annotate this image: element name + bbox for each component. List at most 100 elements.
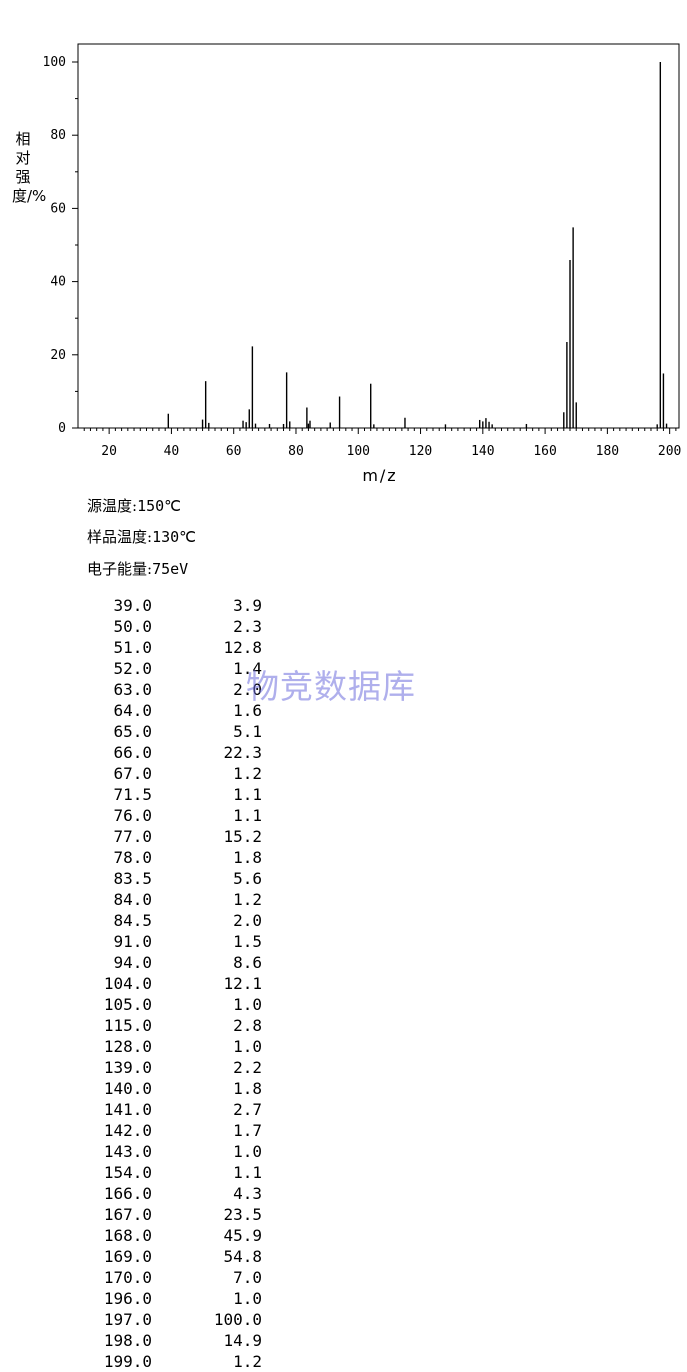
peak-row: 169.0 54.8	[88, 1246, 268, 1267]
peak-mz: 139.0	[103, 1058, 152, 1077]
electron-energy: 电子能量:75eV	[87, 558, 188, 579]
peak-row: 84.0 1.2	[88, 889, 268, 910]
peak-row: 115.0 2.8	[88, 1015, 268, 1036]
peak-abundance: 12.8	[223, 638, 262, 657]
x-tick-label: 140	[471, 444, 494, 459]
peak-row: 167.0 23.5	[88, 1204, 268, 1225]
peak-abundance: 1.5	[233, 932, 262, 951]
peak-row: 104.0 12.1	[88, 973, 268, 994]
peak-mz: 39.0	[113, 596, 152, 615]
peak-row: 63.0 2.0	[88, 679, 268, 700]
peak-mz: 105.0	[103, 995, 152, 1014]
peak-abundance: 12.1	[223, 974, 262, 993]
peak-mz: 66.0	[113, 743, 152, 762]
peak-row: 78.0 1.8	[88, 847, 268, 868]
peak-abundance: 100.0	[213, 1310, 262, 1329]
peak-row: 141.0 2.7	[88, 1099, 268, 1120]
x-tick-label: 60	[226, 444, 242, 459]
peak-mz: 76.0	[113, 806, 152, 825]
peak-row: 166.0 4.3	[88, 1183, 268, 1204]
peak-mz: 104.0	[103, 974, 152, 993]
peak-row: 128.0 1.0	[88, 1036, 268, 1057]
electron-energy-label: 电子能量:	[87, 560, 153, 578]
peak-abundance: 15.2	[223, 827, 262, 846]
peak-mz: 84.5	[113, 911, 152, 930]
peak-row: 139.0 2.2	[88, 1057, 268, 1078]
peak-abundance: 2.7	[233, 1100, 262, 1119]
peak-table: 39.0 3.9 50.0 2.3 51.0 12.8 52.0 1.4 63.0 2.0 64.0…	[88, 595, 268, 1372]
x-tick-label: 100	[347, 444, 370, 459]
peak-mz: 91.0	[113, 932, 152, 951]
peak-mz: 142.0	[103, 1121, 152, 1140]
peak-row: 65.0 5.1	[88, 721, 268, 742]
peak-mz: 166.0	[103, 1184, 152, 1203]
peak-mz: 50.0	[113, 617, 152, 636]
source-temperature-value: 150℃	[137, 497, 182, 515]
peak-abundance: 14.9	[223, 1331, 262, 1350]
x-tick-label: 200	[658, 444, 681, 459]
y-axis-label: 相对强度/%	[12, 130, 47, 205]
peak-row: 142.0 1.7	[88, 1120, 268, 1141]
peak-row: 64.0 1.6	[88, 700, 268, 721]
peak-mz: 65.0	[113, 722, 152, 741]
y-tick-label: 40	[50, 275, 66, 290]
peak-abundance: 1.0	[233, 1142, 262, 1161]
peak-mz: 168.0	[103, 1226, 152, 1245]
peak-mz: 143.0	[103, 1142, 152, 1161]
peak-row: 84.5 2.0	[88, 910, 268, 931]
peak-abundance: 1.1	[233, 1163, 262, 1182]
peak-abundance: 2.0	[233, 680, 262, 699]
peak-row: 39.0 3.9	[88, 595, 268, 616]
y-tick-label: 80	[50, 128, 66, 143]
x-axis-label: m/z	[362, 466, 398, 485]
peak-abundance: 5.1	[233, 722, 262, 741]
peak-mz: 141.0	[103, 1100, 152, 1119]
source-temperature: 源温度:150℃	[87, 495, 181, 516]
peak-row: 76.0 1.1	[88, 805, 268, 826]
peak-mz: 84.0	[113, 890, 152, 909]
peak-row: 168.0 45.9	[88, 1225, 268, 1246]
peak-abundance: 1.2	[233, 890, 262, 909]
peak-abundance: 23.5	[223, 1205, 262, 1224]
peak-mz: 115.0	[103, 1016, 152, 1035]
x-tick-label: 180	[596, 444, 619, 459]
peak-row: 198.0 14.9	[88, 1330, 268, 1351]
peak-mz: 52.0	[113, 659, 152, 678]
peak-row: 94.0 8.6	[88, 952, 268, 973]
y-tick-label: 20	[50, 348, 66, 363]
peak-abundance: 45.9	[223, 1226, 262, 1245]
watermark: 物竞数据库	[246, 667, 416, 706]
peak-abundance: 1.7	[233, 1121, 262, 1140]
mass-spectrum-chart: 20 40 60 80 100 120 140 160 180 200 0 20 40 60 80 100	[43, 43, 681, 459]
peak-abundance: 54.8	[223, 1247, 262, 1266]
peak-row: 154.0 1.1	[88, 1162, 268, 1183]
peak-abundance: 1.0	[233, 1289, 262, 1308]
peak-abundance: 1.2	[233, 764, 262, 783]
peak-row: 52.0 1.4	[88, 658, 268, 679]
peak-row: 77.0 15.2	[88, 826, 268, 847]
peak-abundance: 8.6	[233, 953, 262, 972]
peak-abundance: 2.8	[233, 1016, 262, 1035]
peak-row: 91.0 1.5	[88, 931, 268, 952]
peak-abundance: 1.8	[233, 848, 262, 867]
peak-row: 71.5 1.1	[88, 784, 268, 805]
peak-abundance: 22.3	[223, 743, 262, 762]
source-temperature-label: 源温度:	[87, 497, 138, 515]
peak-abundance: 3.9	[233, 596, 262, 615]
peak-row: 83.5 5.6	[88, 868, 268, 889]
peak-abundance: 1.4	[233, 659, 262, 678]
peak-mz: 196.0	[103, 1289, 152, 1308]
peak-mz: 63.0	[113, 680, 152, 699]
peak-abundance: 1.1	[233, 806, 262, 825]
peak-abundance: 4.3	[233, 1184, 262, 1203]
peak-abundance: 2.3	[233, 617, 262, 636]
peak-mz: 83.5	[113, 869, 152, 888]
peak-abundance: 5.6	[233, 869, 262, 888]
x-tick-label: 160	[533, 444, 556, 459]
peak-mz: 198.0	[103, 1331, 152, 1350]
peak-mz: 197.0	[103, 1310, 152, 1329]
peak-row: 170.0 7.0	[88, 1267, 268, 1288]
peak-row: 105.0 1.0	[88, 994, 268, 1015]
peak-row: 51.0 12.8	[88, 637, 268, 658]
peak-row: 140.0 1.8	[88, 1078, 268, 1099]
